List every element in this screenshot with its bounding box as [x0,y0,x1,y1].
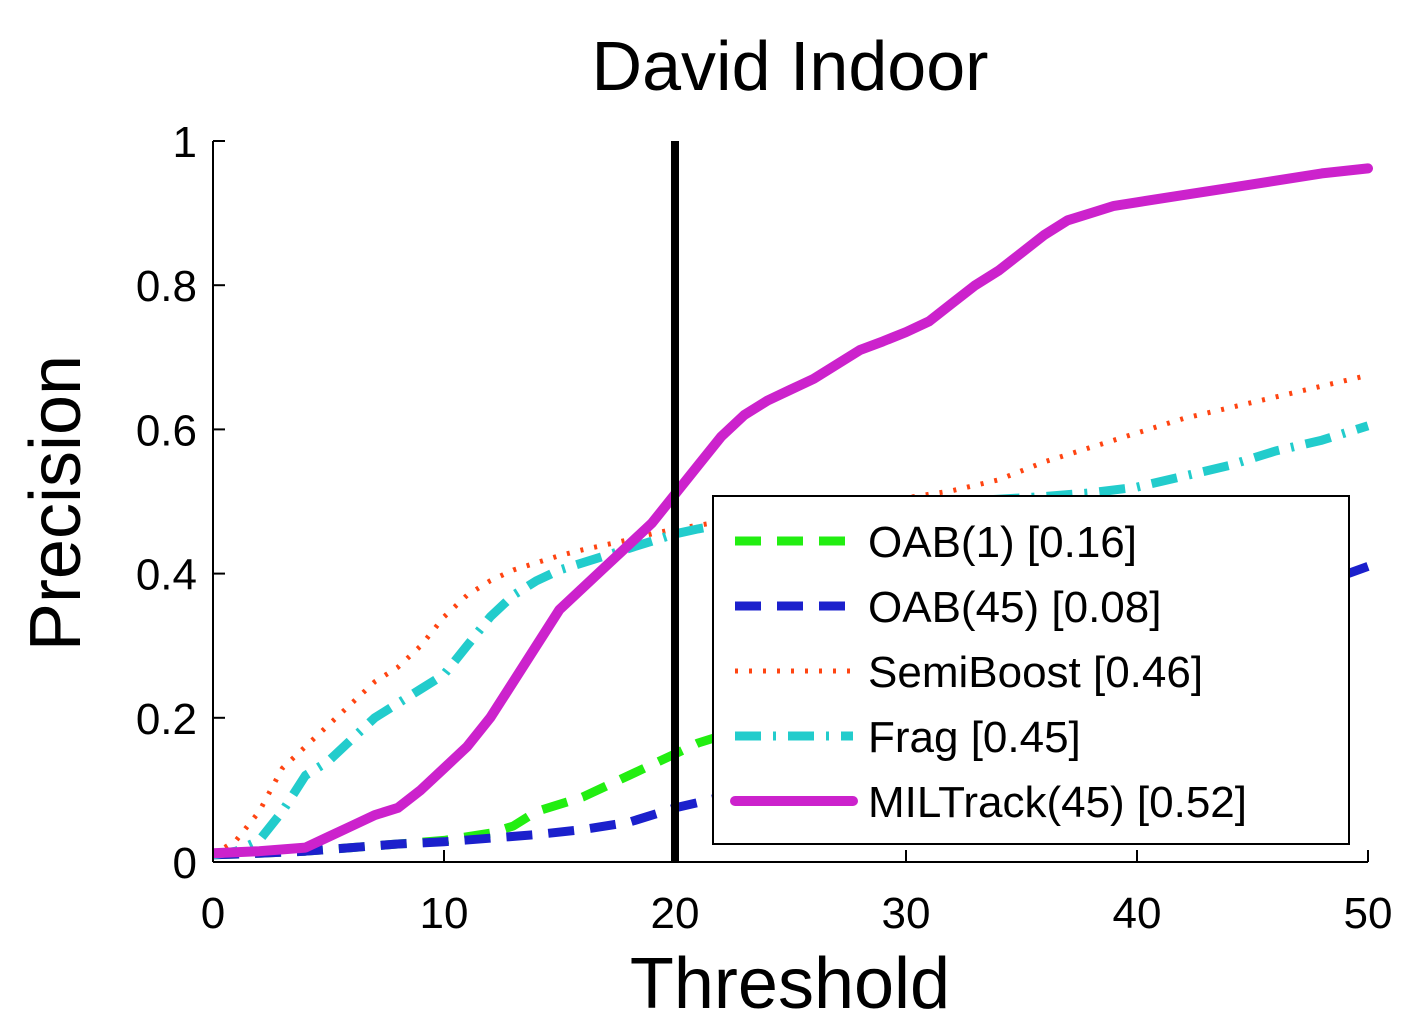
chart-title: David Indoor [592,27,989,105]
legend-label-4: Frag [0.45] [868,713,1081,762]
x-tick-label: 50 [1344,889,1393,938]
legend-label-1: OAB(1) [0.16] [868,518,1137,567]
y-tick-label: 0.6 [136,406,197,455]
x-tick-label: 10 [420,889,469,938]
x-axis-label: Threshold [630,944,950,1024]
legend-label-2: OAB(45) [0.08] [868,583,1161,632]
x-tick-label: 20 [651,889,700,938]
axes [212,140,1369,863]
x-tick-label: 0 [201,889,225,938]
tick-labels: 0 10 20 30 40 50 0 0.2 0.4 0.6 0.8 1 [136,118,1393,938]
y-tick-label: 0.4 [136,551,197,600]
series-line-5 [213,163,1373,859]
y-tick-label: 0.2 [136,695,197,744]
legend-label-3: SemiBoost [0.46] [868,648,1203,697]
y-tick-label: 1 [173,118,197,167]
y-tick-label: 0 [173,839,197,888]
legend: OAB(1) [0.16] OAB(45) [0.08] SemiBoost [0.… [712,495,1350,845]
y-axis-label: Precision [16,355,96,651]
x-tick-label: 40 [1113,889,1162,938]
legend-label-5: MILTrack(45) [0.52] [868,778,1247,827]
x-tick-label: 30 [882,889,931,938]
y-tick-label: 0.8 [136,262,197,311]
